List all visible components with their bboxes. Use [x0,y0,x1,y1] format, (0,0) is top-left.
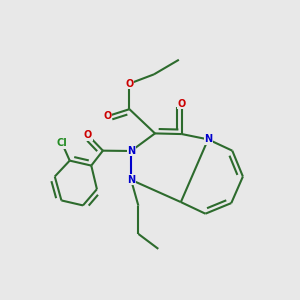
Text: O: O [103,111,112,121]
Text: Cl: Cl [57,138,68,148]
Text: O: O [84,130,92,140]
Text: N: N [127,146,135,156]
Text: O: O [178,98,186,109]
Text: O: O [125,79,134,88]
Text: N: N [127,175,135,185]
Text: N: N [204,134,212,144]
